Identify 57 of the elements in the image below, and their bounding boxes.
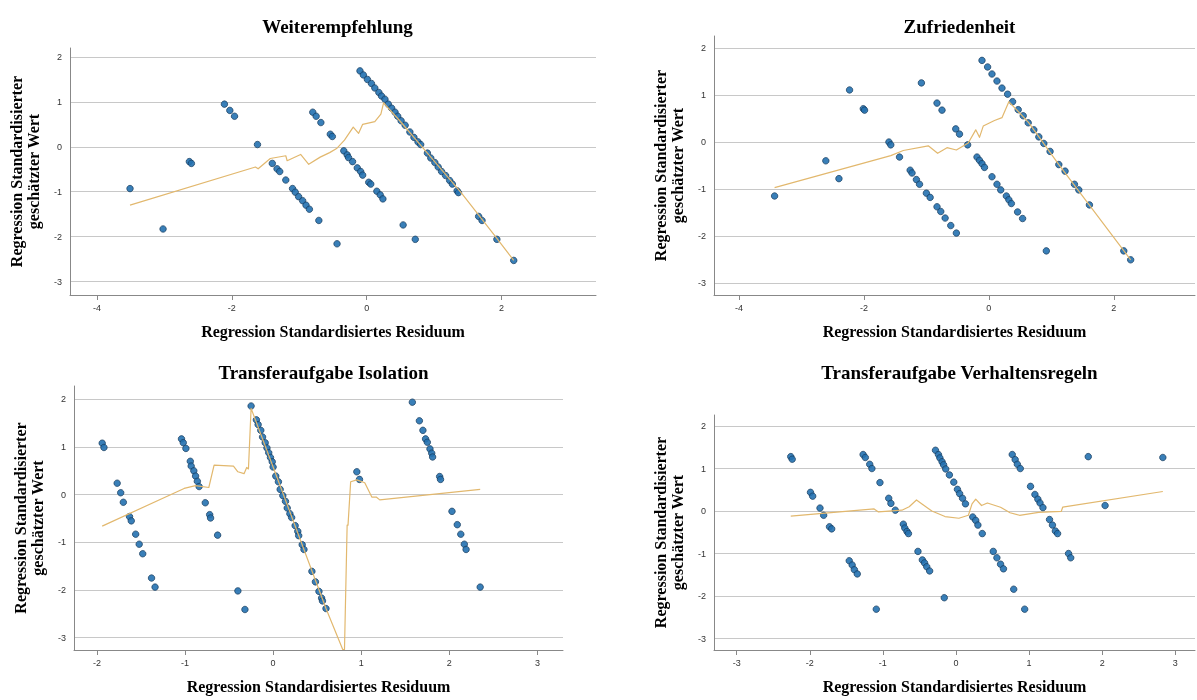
chart-title: Zufriedenheit xyxy=(903,16,1017,37)
y-tick-label: -1 xyxy=(53,186,62,197)
x-tick-label: -4 xyxy=(92,302,101,313)
x-tick-label: 2 xyxy=(499,302,505,313)
y-tick-label: 0 xyxy=(700,506,706,517)
x-tick-label: -4 xyxy=(734,302,743,313)
x-tick-label: 2 xyxy=(446,657,452,668)
y-tick-label: -1 xyxy=(57,537,66,548)
x-tick-label: -2 xyxy=(92,657,101,668)
chart-title: Weiterempfehlung xyxy=(262,16,414,37)
y-tick-label: 2 xyxy=(700,421,706,432)
x-tick-label: 1 xyxy=(358,657,364,668)
x-tick-label: 0 xyxy=(270,657,276,668)
y-tick-label: -2 xyxy=(53,231,62,242)
y-axis-title: Regression Standardisierter geschätzter Wert xyxy=(8,75,43,268)
y-tick-label: -1 xyxy=(697,183,706,194)
x-tick-label: 2 xyxy=(1099,657,1105,668)
y-tick-label: 2 xyxy=(56,51,62,62)
y-tick-label: -2 xyxy=(697,230,706,241)
y-tick-label: -3 xyxy=(53,276,62,287)
x-tick-label: 0 xyxy=(364,302,370,313)
x-axis-title: Regression Standardisiertes Residuum xyxy=(822,323,1088,341)
x-tick-label: 3 xyxy=(1172,657,1178,668)
y-tick-label: 2 xyxy=(700,43,706,54)
x-tick-label: 0 xyxy=(953,657,959,668)
x-tick-label: 0 xyxy=(986,302,992,313)
x-tick-label: 1 xyxy=(1026,657,1032,668)
y-tick-label: 1 xyxy=(700,90,706,101)
y-tick-label: 1 xyxy=(60,442,66,452)
y-tick-label: 0 xyxy=(60,489,66,500)
x-tick-label: -1 xyxy=(878,657,887,668)
chart-title: Transferaufgabe Isolation xyxy=(218,362,430,383)
x-tick-label: -3 xyxy=(732,657,741,668)
x-tick-label: -2 xyxy=(805,657,814,668)
y-axis-title: Regression Standardisierter geschätzter Wert xyxy=(652,69,687,262)
x-tick-label: -1 xyxy=(181,657,190,668)
y-tick-label: 2 xyxy=(60,394,66,405)
y-tick-label: -2 xyxy=(57,584,66,595)
chart-title: Transferaufgabe Verhaltensregeln xyxy=(821,362,1099,383)
y-tick-label: 1 xyxy=(700,463,706,474)
x-tick-label: -2 xyxy=(859,302,868,313)
x-tick-label: 3 xyxy=(534,657,540,668)
y-axis-title: Regression Standardisierter geschätzter Wert xyxy=(652,436,687,629)
y-tick-label: 1 xyxy=(56,96,62,107)
x-axis-title: Regression Standardisiertes Residuum xyxy=(186,678,452,696)
y-tick-label: -3 xyxy=(57,632,66,643)
y-tick-label: -3 xyxy=(697,277,706,288)
y-tick-label: -2 xyxy=(697,591,706,602)
y-tick-label: -1 xyxy=(697,548,706,559)
x-axis-title: Regression Standardisiertes Residuum xyxy=(822,678,1088,696)
x-tick-label: 2 xyxy=(1111,302,1117,313)
y-axis-title: Regression Standardisierter geschätzter Wert xyxy=(12,422,47,614)
x-axis-title: Regression Standardisiertes Residuum xyxy=(201,323,466,341)
y-tick-label: 0 xyxy=(700,137,706,148)
y-tick-label: -3 xyxy=(697,633,706,644)
y-tick-label: 0 xyxy=(56,141,62,152)
x-tick-label: -2 xyxy=(227,302,236,313)
